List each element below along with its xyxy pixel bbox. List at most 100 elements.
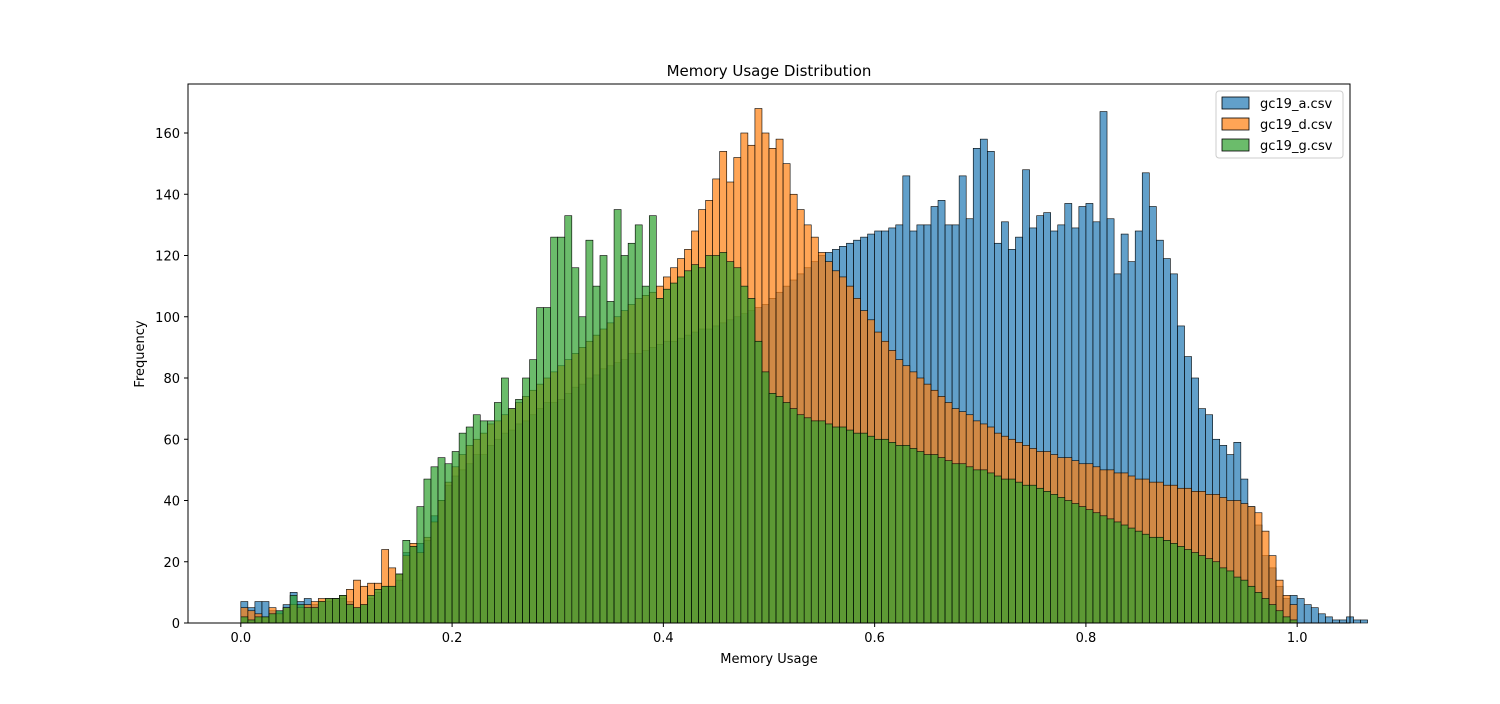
histogram-bar [803,417,812,624]
histogram-bar [1036,487,1044,624]
histogram-bar [1282,616,1291,624]
histogram-bar [515,399,523,624]
histogram-bar [1120,524,1129,624]
histogram-bar [719,252,728,624]
histogram-bar [867,435,875,624]
x-tick-label: 0.6 [864,631,885,646]
histogram-bar [1156,536,1164,624]
histogram-bar [564,215,573,624]
histogram-bar [1022,484,1030,624]
histogram-bar [1177,546,1185,624]
histogram-bar [416,506,425,624]
histogram-bar [1198,555,1206,624]
histogram-bar [754,340,763,624]
histogram-bar [402,540,411,624]
histogram-bar [641,285,650,624]
histogram-bar [1170,543,1178,624]
histogram-bar [1071,503,1080,624]
histogram-bar [437,457,446,624]
histogram-bar [240,616,249,624]
histogram-bar [1240,579,1249,624]
histogram-bar [325,598,333,624]
histogram-bar [1296,598,1305,624]
histogram-bar [698,267,706,624]
histogram-bar [261,616,270,624]
histogram-bar [1029,484,1037,624]
histogram-bar [1219,567,1228,624]
histogram-bar [275,610,284,624]
histogram-bar [712,255,720,624]
histogram-bar [1184,549,1192,624]
histogram-bar [606,301,615,624]
histogram-bar [1310,607,1319,624]
histogram-bar [451,451,460,624]
histogram-bar [522,377,530,624]
histogram-bar [339,595,347,624]
histogram-bar [332,598,340,624]
histogram-bar [747,298,756,624]
histogram-bar [951,463,960,624]
y-tick-label: 0 [172,617,180,632]
histogram-bar [1325,616,1333,624]
plot-frame [187,83,1351,624]
histogram-bar [663,288,671,624]
histogram-bar [409,546,418,624]
histogram-bar [529,359,537,624]
y-tick-label: 160 [155,127,180,142]
histogram-bar [817,420,826,624]
histogram-bar [895,445,904,624]
legend-swatch-gc19-d [1221,117,1250,131]
legend-label-gc19-g: gc19_g.csv [1260,139,1333,154]
histogram-bar [825,423,833,624]
y-tick-label: 20 [163,556,180,571]
legend-label-gc19-d: gc19_d.csv [1260,118,1333,133]
histogram-bar [1106,518,1115,624]
histogram-bar [1134,530,1143,624]
histogram-bar [388,585,397,624]
histogram-bar [1303,604,1312,624]
histogram-bar [1015,481,1023,624]
legend-swatch-gc19-a [1221,96,1250,110]
histogram-bar [254,616,263,624]
legend: gc19_a.csv gc19_d.csv gc19_g.csv [1215,90,1344,159]
y-tick-label: 140 [155,188,180,203]
histogram-bar [987,472,995,624]
histogram-bar [775,396,784,624]
histogram-bar [1226,570,1235,624]
x-tick-label: 0.0 [230,631,251,646]
histogram-bar [465,426,474,624]
histogram-bar [691,264,699,624]
histogram-bar [860,432,868,624]
histogram-bar [909,448,918,624]
histogram-bar [994,475,1002,624]
histogram-bar [1001,478,1009,624]
histogram-bar [634,224,643,624]
histogram-bar [1127,527,1136,624]
histogram-bar [479,420,488,624]
histogram-bar [853,432,861,624]
histogram-bar [423,478,432,624]
histogram-bar [585,239,594,624]
x-axis-ticks: 0.0 0.2 0.4 0.6 0.8 1.0 [230,623,1308,646]
series-gc19-g-csv [240,209,1298,624]
histogram-bar [796,414,805,624]
histogram-bar [1318,613,1326,624]
histogram-bar [303,607,312,624]
legend-label-gc19-a: gc19_a.csv [1260,97,1332,112]
histogram-bar [310,607,319,624]
histogram-bar [782,402,791,624]
histogram-bar [1261,598,1270,624]
histogram-bar [1360,619,1368,624]
histogram-bar [1064,500,1073,624]
histogram-bar [317,601,326,624]
histogram-bar [353,607,361,624]
histogram-bar [472,414,481,624]
histogram-bar [1205,558,1213,624]
histogram-bar [1057,497,1066,624]
histogram-bar [536,307,544,624]
histogram-bar [367,595,375,624]
histogram-bar [1247,585,1256,624]
histogram-bar [1043,491,1051,624]
histogram-bar [374,589,382,624]
